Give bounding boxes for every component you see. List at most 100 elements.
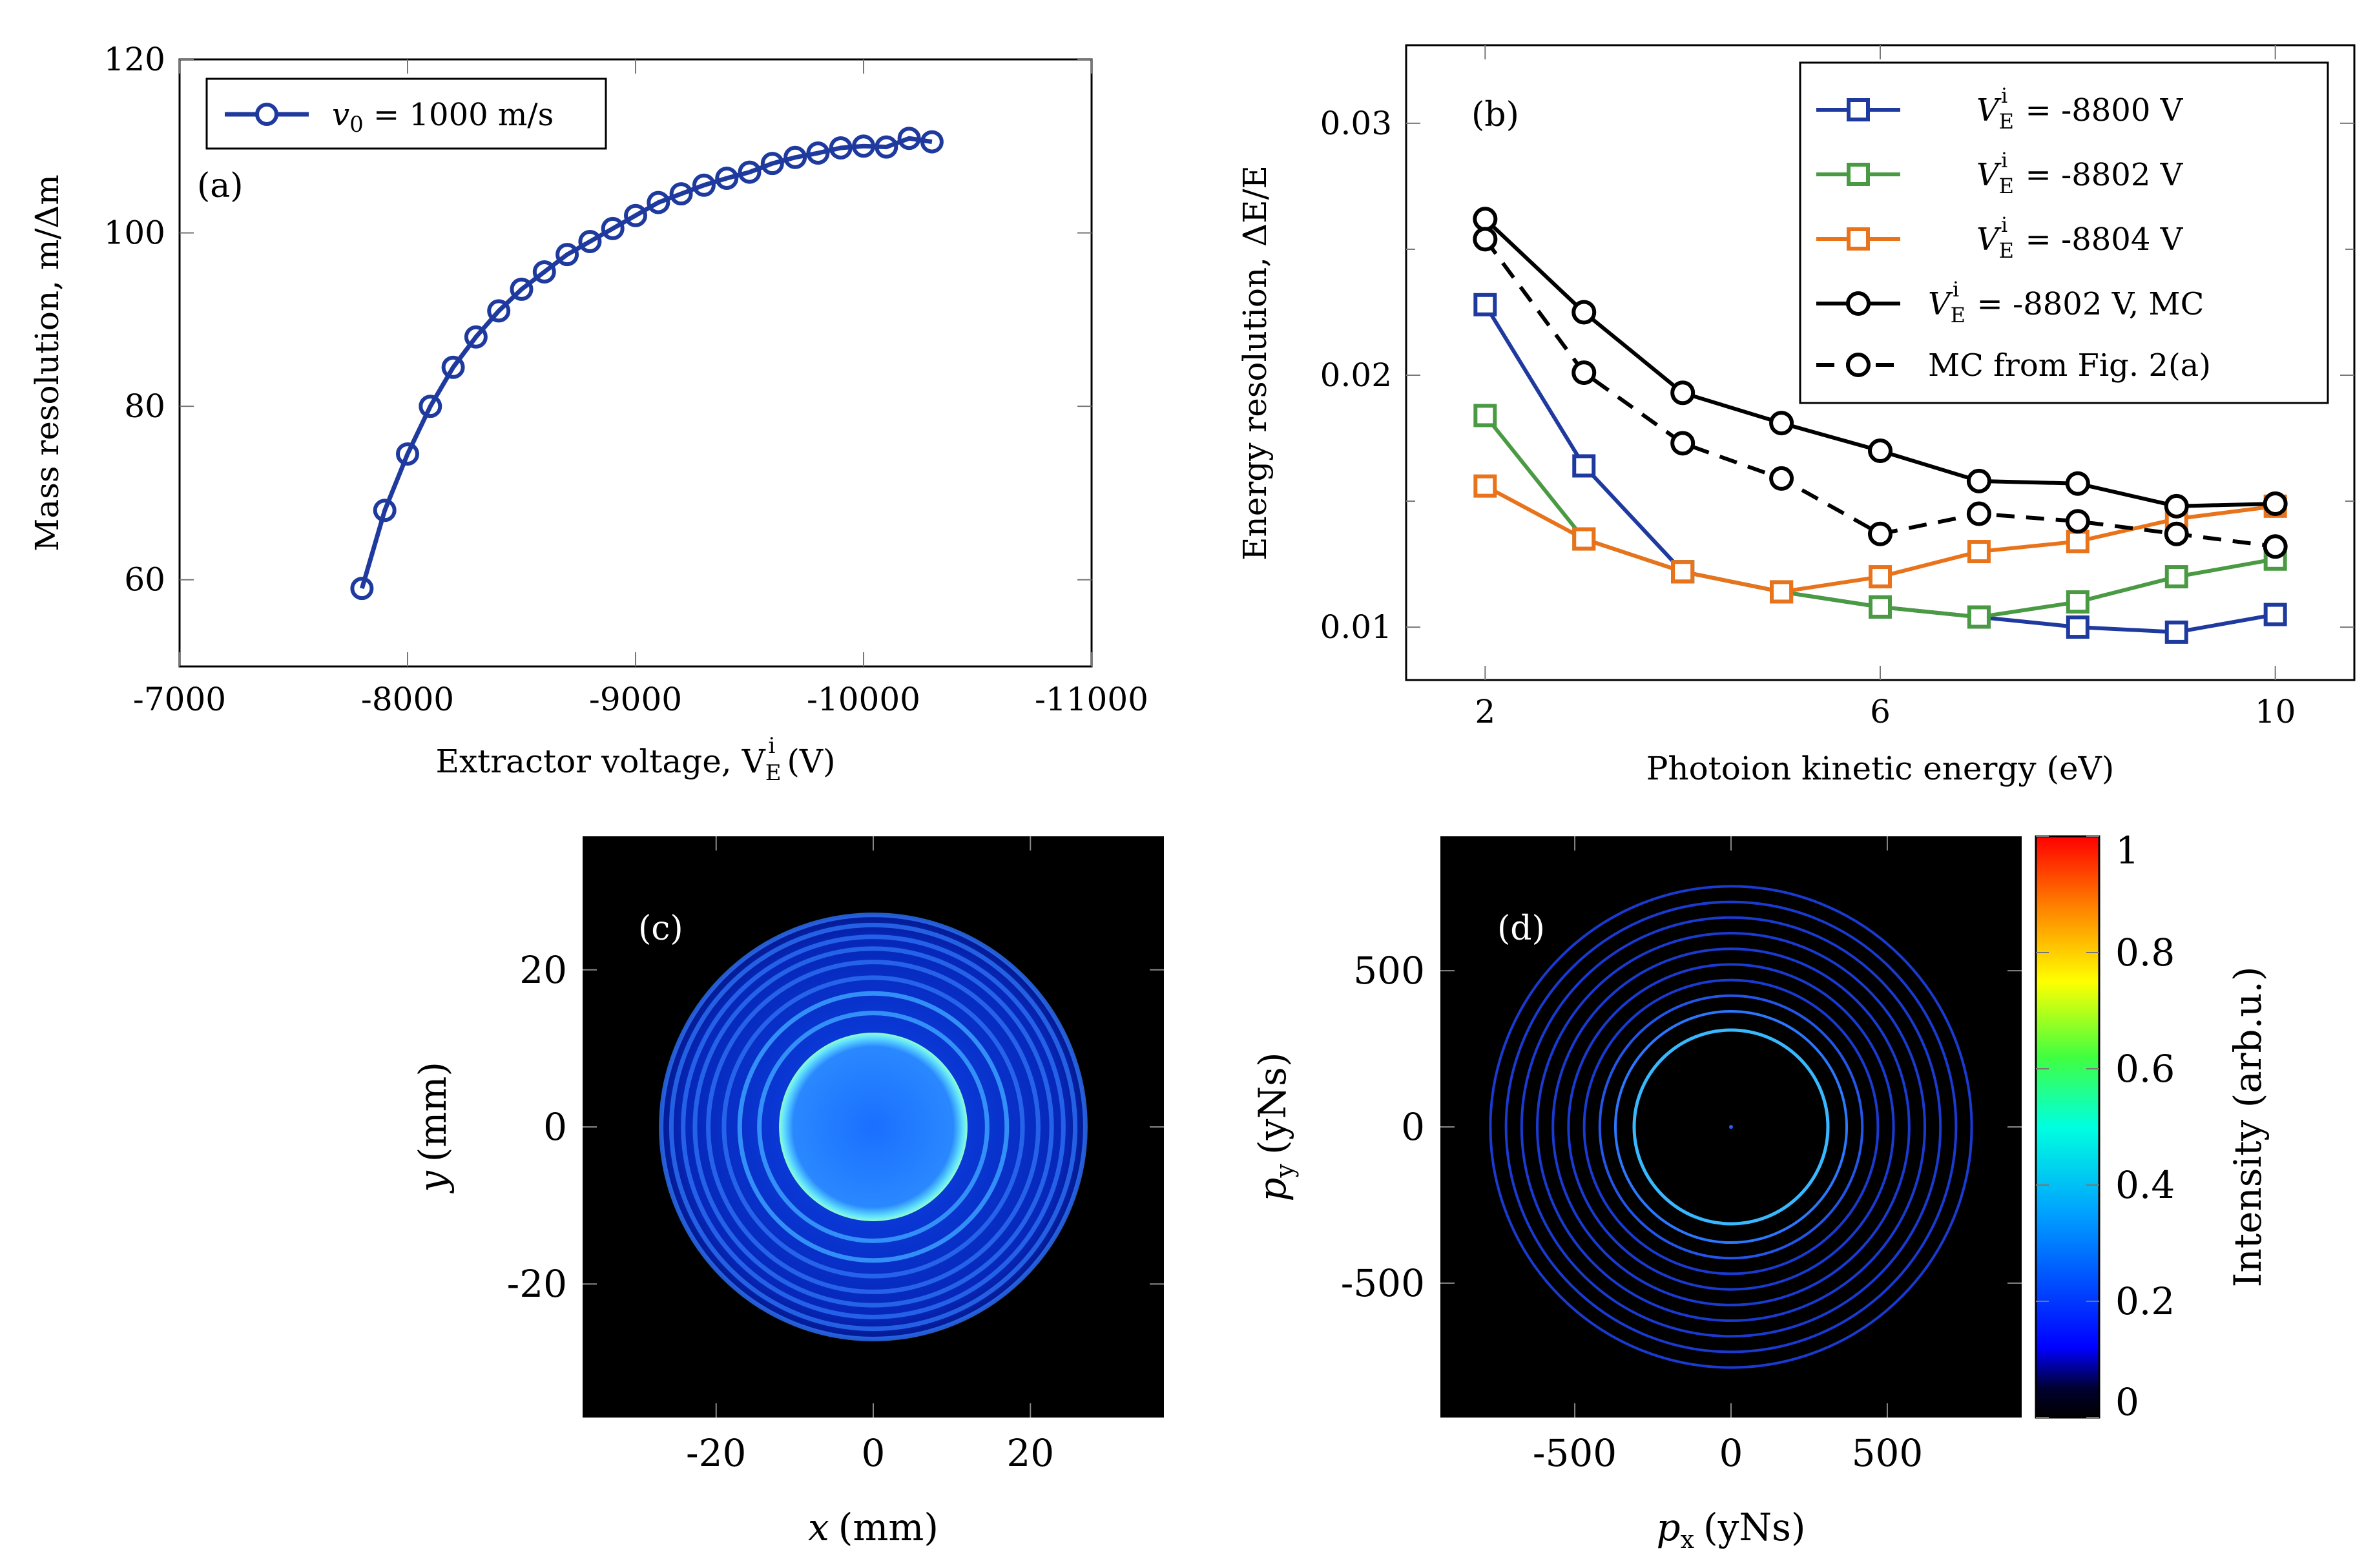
c-xtick-label: -20 bbox=[686, 1431, 746, 1475]
y-axis-title-b: Energy resolution, ΔE/E bbox=[1236, 165, 1274, 561]
a-data-point bbox=[852, 134, 875, 158]
legend-b-v: V bbox=[1976, 157, 2002, 193]
b-data-point bbox=[1967, 540, 1991, 564]
y-axis-title-c-unit: (mm) bbox=[411, 1062, 455, 1162]
legend-b-label: VEi = -8802 V, MC bbox=[1928, 277, 2204, 327]
b-data-point bbox=[1572, 454, 1596, 478]
c-ytick-label: 20 bbox=[519, 948, 567, 992]
legend-b-sub: E bbox=[1999, 174, 2014, 198]
panel-a: -7000 -8000 -9000 -10000 -11000 60 80 100 120 (a… bbox=[28, 41, 1148, 786]
x-axis-title-c-main: x bbox=[808, 1505, 829, 1549]
b-data-point bbox=[1571, 360, 1597, 386]
b-data-point bbox=[1473, 293, 1497, 316]
d-ring bbox=[1598, 994, 1864, 1260]
plot-frame-a bbox=[178, 58, 1093, 668]
d-ytick-label: 0 bbox=[1401, 1105, 1425, 1149]
b-data-point bbox=[1868, 521, 1893, 546]
c-tick-labels: -20 0 20 -20 0 20 bbox=[507, 948, 1055, 1475]
legend-b-sub: E bbox=[1999, 109, 2014, 134]
a-data-point bbox=[487, 299, 511, 323]
a-data-point bbox=[578, 230, 602, 253]
a-data-point bbox=[419, 395, 442, 418]
b-xtick-label: 2 bbox=[1475, 693, 1495, 730]
legend-b-rest: = -8802 V bbox=[2015, 157, 2183, 193]
b-data-point bbox=[1571, 300, 1597, 325]
c-ytick-label: -20 bbox=[507, 1262, 567, 1306]
d-ticks bbox=[1440, 836, 2022, 1418]
legend-b-sup: i bbox=[2001, 83, 2007, 108]
colorbar-tick-label: 0.8 bbox=[2115, 931, 2175, 975]
b-data-point bbox=[1966, 501, 1991, 526]
c-ring bbox=[681, 934, 1066, 1319]
d-xtick-label: -500 bbox=[1533, 1431, 1617, 1475]
y-axis-title-d-main: p bbox=[1250, 1177, 1294, 1201]
b-data-point bbox=[2164, 493, 2189, 519]
colorbar-title: Intensity (arb.u.) bbox=[2226, 967, 2270, 1288]
a-data-point bbox=[647, 191, 670, 214]
c-xtick-label: 20 bbox=[1006, 1431, 1054, 1475]
c-ring bbox=[706, 960, 1041, 1294]
b-data-point bbox=[2066, 615, 2090, 639]
legend-a-box bbox=[205, 77, 607, 150]
colorbar-gradient bbox=[2035, 835, 2100, 1419]
legend-b-label: VEi = -8802 V bbox=[1976, 148, 2184, 198]
x-axis-title-a-sup: i bbox=[769, 733, 776, 759]
b-data-point bbox=[1473, 207, 1498, 232]
a-data-point bbox=[715, 166, 739, 190]
colorbar-tick-label: 0.4 bbox=[2115, 1163, 2175, 1207]
b-data-point bbox=[2164, 565, 2188, 589]
b-data-point bbox=[1473, 404, 1497, 428]
c-ticks bbox=[583, 836, 1164, 1418]
c-ring bbox=[692, 946, 1054, 1308]
x-axis-title-c-unit: (mm) bbox=[838, 1505, 939, 1549]
legend-b-sup: i bbox=[2001, 148, 2007, 172]
x-axis-title-a-main: Extractor voltage, V bbox=[435, 743, 765, 780]
a-data-point bbox=[350, 577, 374, 601]
b-data-point bbox=[2065, 509, 2090, 534]
a-xtick-label: -11000 bbox=[1035, 681, 1148, 718]
a-ytick-label: 100 bbox=[104, 214, 165, 252]
a-ytick-label: 120 bbox=[104, 41, 165, 78]
a-data-point bbox=[532, 260, 556, 284]
colorbar-tick-label: 0.6 bbox=[2115, 1047, 2175, 1091]
x-axis-title-b: Photoion kinetic energy (eV) bbox=[1646, 750, 2115, 787]
c-ring bbox=[669, 922, 1078, 1332]
legend-a-marker bbox=[255, 103, 278, 126]
a-data-point bbox=[783, 145, 807, 169]
b-data-point bbox=[2066, 590, 2090, 614]
a-series bbox=[350, 127, 944, 601]
y-axis-title-a: Mass resolution, m/Δm bbox=[28, 174, 66, 552]
a-xtick-label: -9000 bbox=[589, 681, 682, 718]
panel-label-c: (c) bbox=[638, 909, 683, 948]
a-ytick-label: 80 bbox=[124, 387, 165, 425]
y-axis-title-d-sub: y bbox=[1270, 1163, 1299, 1178]
b-data-point bbox=[2263, 603, 2287, 626]
a-data-point bbox=[601, 216, 625, 240]
b-data-point bbox=[2066, 530, 2090, 553]
b-data-point bbox=[2065, 471, 2090, 496]
legend-b-marker bbox=[1846, 353, 1871, 377]
a-data-point bbox=[738, 160, 762, 184]
a-data-point bbox=[464, 325, 488, 349]
b-data-point bbox=[1473, 474, 1497, 498]
d-center-dot bbox=[1729, 1125, 1733, 1129]
b-data-point bbox=[1670, 431, 1696, 456]
b-data-point bbox=[1769, 411, 1794, 436]
a-data-point bbox=[692, 173, 716, 197]
b-data-point bbox=[2164, 521, 2189, 546]
b-data-point bbox=[1671, 560, 1695, 584]
a-data-point bbox=[760, 152, 784, 176]
x-axis-title-d: px (yNs) bbox=[1656, 1505, 1805, 1554]
x-axis-title-a-unit: (V) bbox=[787, 743, 835, 780]
d-ring bbox=[1489, 885, 1973, 1369]
b-data-point bbox=[1769, 466, 1794, 491]
d-ring bbox=[1504, 900, 1958, 1354]
d-ring bbox=[1567, 963, 1895, 1291]
b-ytick-label: 0.03 bbox=[1320, 105, 1392, 142]
d-ring bbox=[1613, 1009, 1849, 1244]
a-data-point bbox=[875, 135, 898, 159]
c-xtick-label: 0 bbox=[862, 1431, 886, 1475]
